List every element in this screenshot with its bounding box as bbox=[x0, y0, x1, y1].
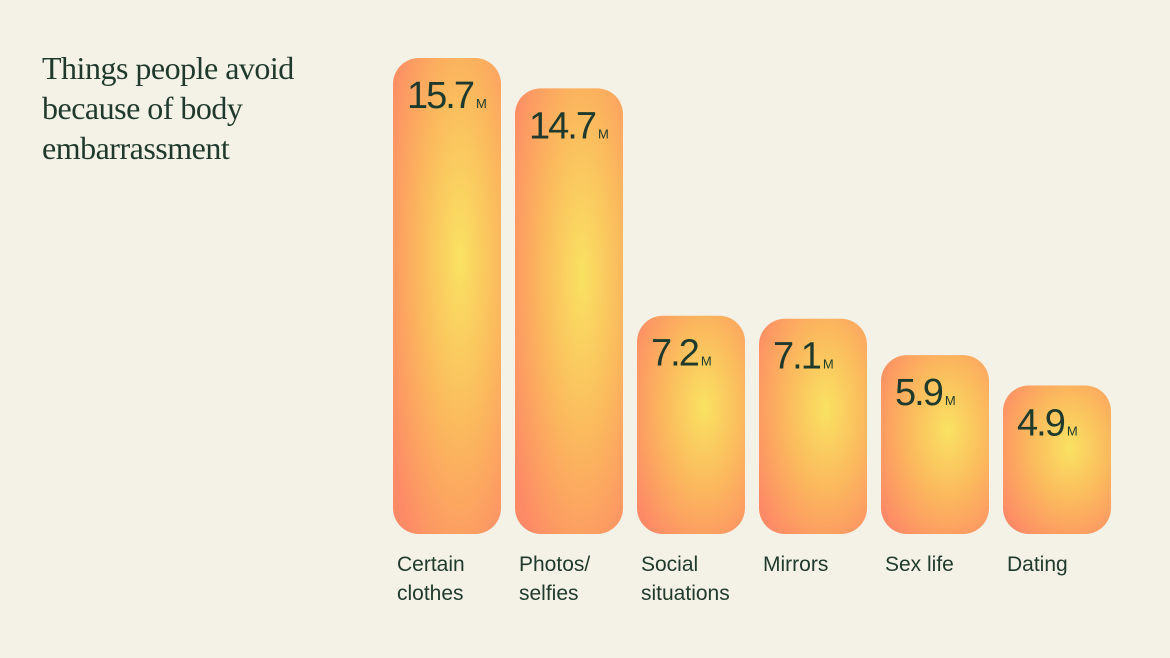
category-label-line: Mirrors bbox=[763, 553, 828, 576]
bar-value-unit: M bbox=[701, 354, 712, 369]
chart-title: Things people avoid because of body emba… bbox=[42, 50, 294, 166]
category-label: Sex life bbox=[885, 553, 954, 576]
bar-value-unit: M bbox=[598, 126, 609, 141]
bar-value-label: 5.9 M bbox=[895, 372, 956, 414]
bar bbox=[881, 355, 989, 534]
bar bbox=[393, 58, 501, 534]
bar-value-number: 5.9 bbox=[895, 372, 943, 414]
category-label-line: Social bbox=[641, 553, 698, 576]
category-label: Mirrors bbox=[763, 553, 828, 576]
category-label-line: Photos/ bbox=[519, 553, 590, 576]
category-label: Certain clothes bbox=[397, 553, 465, 605]
bar-value-label: 7.2 M bbox=[651, 333, 712, 375]
bar-value-label: 7.1 M bbox=[773, 336, 834, 378]
category-label: Dating bbox=[1007, 553, 1068, 576]
bar bbox=[759, 318, 867, 534]
bar-value-unit: M bbox=[1067, 423, 1078, 438]
bar bbox=[515, 88, 623, 534]
category-label: Social situations bbox=[641, 553, 730, 605]
category-label-line: Sex life bbox=[885, 553, 954, 576]
bar-value-number: 15.7 bbox=[407, 75, 474, 117]
bar bbox=[637, 315, 745, 534]
bar-value-number: 4.9 bbox=[1017, 402, 1065, 444]
bar-value-label: 14.7 M bbox=[529, 105, 609, 147]
bar-value-number: 7.1 bbox=[773, 336, 821, 378]
bar-value-label: 15.7 M bbox=[407, 75, 487, 117]
category-label-line: selfies bbox=[519, 582, 579, 605]
bar-value-number: 7.2 bbox=[651, 333, 699, 375]
category-label-line: Certain bbox=[397, 553, 465, 576]
category-label-line: clothes bbox=[397, 582, 464, 605]
category-label-line: situations bbox=[641, 582, 730, 605]
category-label: Photos/selfies bbox=[519, 553, 590, 605]
bar-value-unit: M bbox=[823, 357, 834, 372]
category-label-line: Dating bbox=[1007, 553, 1068, 576]
bar-value-number: 14.7 bbox=[529, 105, 596, 147]
bar-value-label: 4.9 M bbox=[1017, 402, 1078, 444]
bar-value-unit: M bbox=[476, 96, 487, 111]
bar-value-unit: M bbox=[945, 393, 956, 408]
bar bbox=[1003, 385, 1111, 534]
